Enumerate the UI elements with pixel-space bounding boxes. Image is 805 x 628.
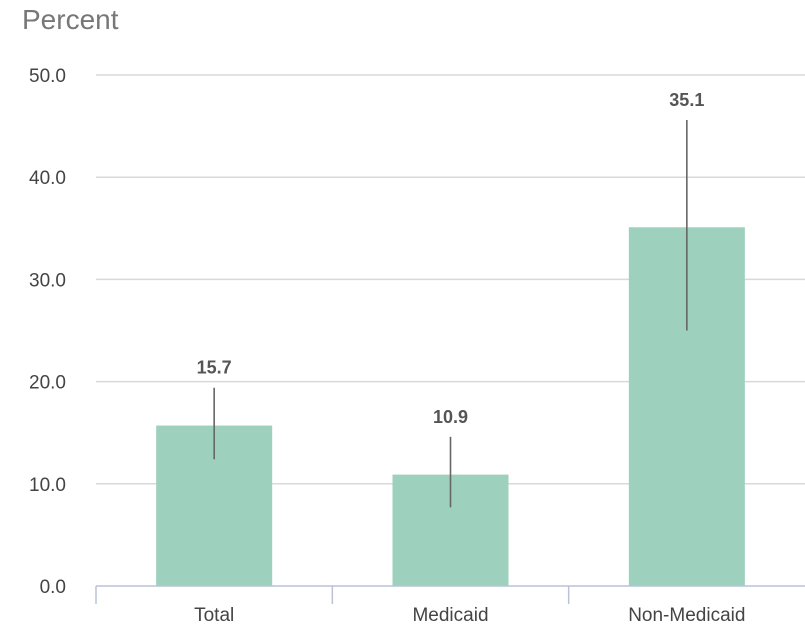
x-category-label: Non-Medicaid <box>628 605 745 626</box>
y-tick-label: 40.0 <box>29 168 66 189</box>
x-axis-categories: Total Medicaid Non-Medicaid <box>194 605 745 626</box>
x-category-label: Total <box>194 605 234 626</box>
y-tick-label: 0.0 <box>40 577 66 598</box>
y-tick-label: 50.0 <box>29 66 66 87</box>
y-tick-label: 10.0 <box>29 475 66 496</box>
data-labels: 15.7 10.9 35.1 <box>197 90 705 427</box>
y-axis-title: Percent <box>22 4 119 35</box>
data-label: 10.9 <box>433 407 468 427</box>
y-tick-label: 20.0 <box>29 373 66 394</box>
bars <box>156 227 745 586</box>
y-axis-ticks: 0.0 10.0 20.0 30.0 40.0 50.0 <box>29 66 66 598</box>
y-tick-label: 30.0 <box>29 270 66 291</box>
data-label: 35.1 <box>669 90 704 110</box>
data-label: 15.7 <box>197 358 232 378</box>
error-bars <box>213 119 688 508</box>
x-category-label: Medicaid <box>412 605 488 626</box>
x-axis <box>95 585 805 604</box>
